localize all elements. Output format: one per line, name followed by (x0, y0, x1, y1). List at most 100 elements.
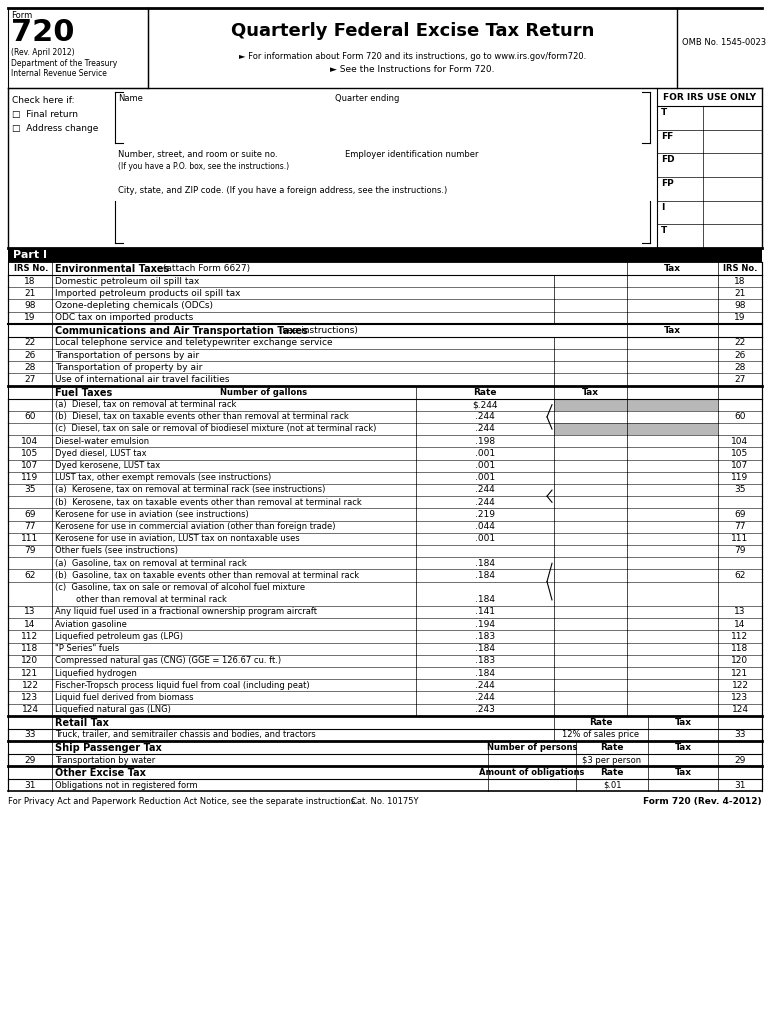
Text: .001: .001 (475, 449, 495, 458)
Text: Tax: Tax (664, 264, 681, 273)
Text: 123: 123 (22, 693, 38, 701)
Text: ODC tax on imported products: ODC tax on imported products (55, 313, 193, 323)
Text: Dyed diesel, LUST tax: Dyed diesel, LUST tax (55, 449, 146, 458)
Text: Quarter ending: Quarter ending (335, 94, 400, 103)
Text: 122: 122 (22, 681, 38, 690)
Bar (8, 8, 148, 88)
Text: Quarterly Federal Excise Tax Return: Quarterly Federal Excise Tax Return (231, 22, 594, 40)
Text: .001: .001 (475, 461, 495, 470)
Text: 69: 69 (735, 510, 746, 519)
Text: $.244: $.244 (472, 400, 497, 410)
Text: $3 per person: $3 per person (582, 756, 641, 765)
Text: 112: 112 (22, 632, 38, 641)
Text: Rate: Rate (589, 718, 613, 727)
Text: 107: 107 (732, 461, 748, 470)
Text: .044: .044 (475, 522, 495, 531)
Text: 77: 77 (24, 522, 35, 531)
Text: T: T (661, 226, 668, 236)
Bar (627, 423, 718, 435)
Text: "P Series" fuels: "P Series" fuels (55, 644, 119, 653)
Text: .184: .184 (475, 644, 495, 653)
Text: 22: 22 (735, 338, 745, 347)
Text: 79: 79 (24, 547, 35, 555)
Text: .141: .141 (475, 607, 495, 616)
Text: 19: 19 (24, 313, 35, 323)
Text: (b)  Gasoline, tax on taxable events other than removal at terminal rack: (b) Gasoline, tax on taxable events othe… (55, 571, 359, 580)
Text: .184: .184 (475, 559, 495, 567)
Text: 26: 26 (735, 350, 745, 359)
Text: 27: 27 (25, 375, 35, 384)
Text: 720: 720 (11, 18, 75, 47)
Text: 105: 105 (22, 449, 38, 458)
Text: 29: 29 (735, 756, 745, 765)
Text: .244: .244 (475, 413, 495, 421)
Text: FP: FP (661, 179, 674, 188)
Text: Liquefied hydrogen: Liquefied hydrogen (55, 669, 137, 678)
Text: 104: 104 (732, 436, 748, 445)
Text: 118: 118 (732, 644, 748, 653)
Text: 18: 18 (24, 276, 35, 286)
Text: 31: 31 (735, 780, 746, 790)
Text: 13: 13 (24, 607, 35, 616)
Text: Ozone-depleting chemicals (ODCs): Ozone-depleting chemicals (ODCs) (55, 301, 213, 310)
Text: IRS No.: IRS No. (723, 264, 757, 273)
Text: Compressed natural gas (CNG) (GGE = 126.67 cu. ft.): Compressed natural gas (CNG) (GGE = 126.… (55, 656, 281, 666)
Text: 19: 19 (735, 313, 746, 323)
Bar (554, 398, 627, 411)
Text: FOR IRS USE ONLY: FOR IRS USE ONLY (663, 93, 756, 102)
Text: (Rev. April 2012): (Rev. April 2012) (11, 48, 75, 57)
Text: Liquefied petroleum gas (LPG): Liquefied petroleum gas (LPG) (55, 632, 183, 641)
Text: .001: .001 (475, 535, 495, 544)
Text: 98: 98 (735, 301, 746, 310)
Text: □  Final return: □ Final return (12, 110, 78, 119)
Text: 124: 124 (22, 706, 38, 714)
Text: .244: .244 (475, 498, 495, 507)
Text: (c)  Diesel, tax on sale or removal of biodiesel mixture (not at terminal rack): (c) Diesel, tax on sale or removal of bi… (55, 425, 377, 433)
Text: .198: .198 (475, 436, 495, 445)
Text: Transportation of property by air: Transportation of property by air (55, 362, 203, 372)
Text: 119: 119 (732, 473, 748, 482)
Text: For Privacy Act and Paperwork Reduction Act Notice, see the separate instruction: For Privacy Act and Paperwork Reduction … (8, 798, 358, 807)
Text: Dyed kerosene, LUST tax: Dyed kerosene, LUST tax (55, 461, 160, 470)
Text: Kerosene for use in aviation (see instructions): Kerosene for use in aviation (see instru… (55, 510, 249, 519)
Text: 31: 31 (24, 780, 35, 790)
Text: .001: .001 (475, 473, 495, 482)
Text: 69: 69 (24, 510, 35, 519)
Text: 14: 14 (25, 620, 35, 629)
Text: 119: 119 (22, 473, 38, 482)
Text: Rate: Rate (601, 743, 624, 752)
Text: Aviation gasoline: Aviation gasoline (55, 620, 127, 629)
Text: 62: 62 (735, 571, 745, 580)
Text: Local telephone service and teletypewriter exchange service: Local telephone service and teletypewrit… (55, 338, 333, 347)
Text: 112: 112 (732, 632, 748, 641)
Text: Form: Form (11, 11, 32, 20)
Text: Tax: Tax (675, 743, 691, 752)
Text: Part I: Part I (13, 250, 47, 260)
Bar (8, 262, 762, 275)
Text: (b)  Kerosene, tax on taxable events other than removal at terminal rack: (b) Kerosene, tax on taxable events othe… (55, 498, 362, 507)
Text: 105: 105 (732, 449, 748, 458)
Text: 120: 120 (22, 656, 38, 666)
Text: Transportation of persons by air: Transportation of persons by air (55, 350, 199, 359)
Text: 120: 120 (732, 656, 748, 666)
Text: LUST tax, other exempt removals (see instructions): LUST tax, other exempt removals (see ins… (55, 473, 271, 482)
Text: 98: 98 (24, 301, 35, 310)
Text: Any liquid fuel used in a fractional ownership program aircraft: Any liquid fuel used in a fractional own… (55, 607, 317, 616)
Text: Liquefied natural gas (LNG): Liquefied natural gas (LNG) (55, 706, 171, 714)
Text: 18: 18 (735, 276, 746, 286)
Text: 33: 33 (24, 730, 35, 739)
Text: I: I (661, 203, 665, 212)
Text: Number of gallons: Number of gallons (220, 388, 307, 396)
Text: .194: .194 (475, 620, 495, 629)
Text: Check here if:: Check here if: (12, 96, 75, 105)
Text: Fuel Taxes: Fuel Taxes (55, 388, 112, 397)
Text: Other Excise Tax: Other Excise Tax (55, 768, 146, 778)
Text: 28: 28 (25, 362, 35, 372)
Text: City, state, and ZIP code. (If you have a foreign address, see the instructions.: City, state, and ZIP code. (If you have … (118, 186, 447, 195)
Text: 12% of sales price: 12% of sales price (562, 730, 640, 739)
Text: 60: 60 (735, 413, 746, 421)
Text: 124: 124 (732, 706, 748, 714)
Text: FD: FD (661, 156, 675, 164)
Bar (554, 423, 627, 435)
Text: .184: .184 (475, 669, 495, 678)
